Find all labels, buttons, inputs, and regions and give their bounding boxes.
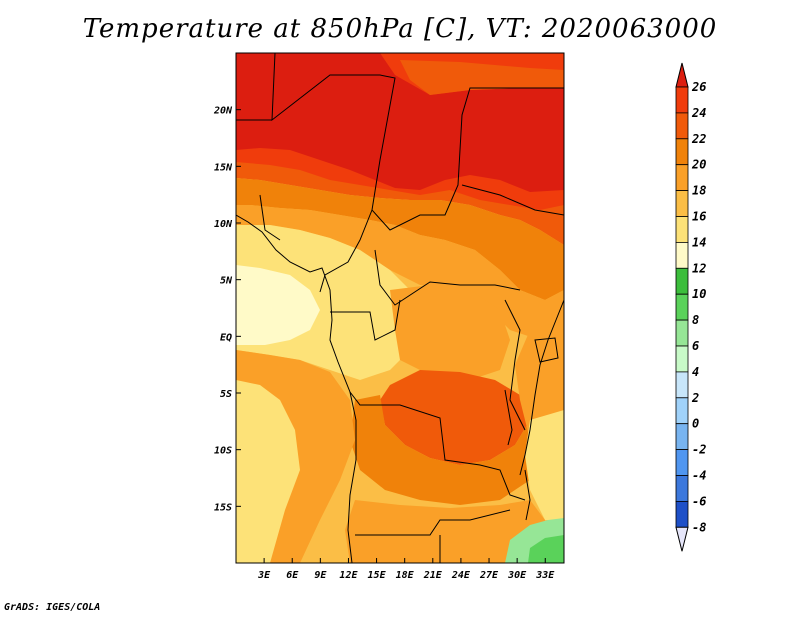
colorbar-segment: [675, 267, 689, 295]
colorbar-label: 20: [691, 158, 706, 172]
lake-victoria: [534, 337, 559, 363]
zone-18-congo: [390, 285, 510, 380]
lat-tick-label: 15S: [214, 502, 232, 513]
colorbar-label: -2: [692, 443, 706, 457]
lake-malawi: [524, 469, 531, 521]
border-11: [259, 194, 281, 241]
lat-tick-label: EQ: [220, 332, 232, 343]
colorbar-label: 6: [692, 339, 699, 353]
lat-tick-label: 10N: [214, 219, 233, 230]
colorbar-label: -4: [692, 469, 706, 483]
colorbar-label: 18: [692, 184, 706, 198]
colorbar-segment: [675, 449, 689, 476]
zone-14-coast: [236, 265, 320, 345]
colorbar-label: 16: [692, 210, 706, 224]
lon-tick-label: 15E: [368, 570, 387, 581]
zone-26-north: [236, 53, 564, 192]
colorbar-segment: [675, 138, 689, 166]
zone-18-band: [236, 205, 564, 340]
colorbar-label: 2: [691, 391, 699, 405]
colorbar-label: 22: [691, 132, 706, 146]
lake-tanganyika: [504, 389, 513, 446]
lon-tick-label: 33E: [535, 570, 555, 581]
border-6: [349, 391, 526, 501]
colorbar-segment: [675, 371, 689, 399]
zone-20-south: [350, 395, 540, 505]
zone-18-south: [345, 500, 545, 563]
colorbar-top-arrow: [675, 62, 689, 88]
lon-tick-label: 27E: [479, 570, 499, 581]
colorbar-segment: [675, 216, 689, 243]
colorbar-segment: [675, 319, 689, 347]
map-frame: [235, 52, 565, 564]
zone-20-sahel: [236, 178, 564, 300]
coastline-east: [519, 299, 564, 476]
colorbar-segment: [675, 397, 689, 425]
lon-axis: 3E 6E 9E 12E 15E 18E 21E 24E 27E 30E 33E: [257, 558, 555, 581]
lon-tick-label: 9E: [314, 570, 327, 581]
colorbar-label: 8: [692, 313, 699, 327]
colorbar-label: 4: [692, 365, 699, 379]
border-7: [355, 509, 511, 536]
colorbar-segment: [675, 190, 689, 217]
lon-tick-label: 6E: [286, 570, 299, 581]
credit-label: GrADS: IGES/COLA: [4, 602, 101, 613]
colorbar-segment: [675, 345, 689, 373]
lon-tick-label: 24E: [451, 570, 471, 581]
boundaries: [236, 53, 564, 563]
zone-10-se: [528, 535, 564, 563]
zone-16-east: [525, 410, 564, 520]
colorbar-segment: [675, 475, 689, 502]
colorbar-segment: [675, 500, 689, 528]
lat-tick-label: 5S: [220, 389, 232, 400]
colorbar-label: 26: [691, 80, 706, 94]
lon-tick-label: 12E: [339, 570, 358, 581]
zone-22-ne-tongue: [400, 60, 564, 95]
lat-axis: 20N 15N 10N 5N EQ 5S 10S 15S: [213, 106, 241, 513]
colorbar-segment: [675, 164, 689, 191]
colorbar-segment: [675, 86, 689, 114]
colorbar-bottom-arrow: [675, 526, 689, 552]
border-4: [374, 249, 521, 306]
colorbar-segment: [675, 423, 689, 451]
colorbar-label: 24: [691, 106, 706, 120]
lat-tick-label: 20N: [213, 106, 233, 117]
colorbar-segment: [675, 112, 689, 140]
border-10: [461, 184, 564, 216]
colorbar-label: 10: [692, 287, 706, 301]
zone-16-west: [236, 380, 300, 563]
lat-tick-label: 10S: [214, 446, 232, 457]
colorbar-segment: [675, 293, 689, 321]
coastline-west: [236, 214, 357, 563]
border-9: [504, 299, 526, 431]
lon-tick-label: 3E: [257, 570, 271, 581]
border-1: [271, 53, 564, 231]
temperature-field: [236, 53, 564, 563]
colorbar-label: 0: [692, 417, 699, 431]
lon-tick-label: 21E: [423, 570, 443, 581]
colorbar-label: 12: [692, 261, 706, 275]
colorbar-label: -8: [692, 520, 706, 534]
zone-22-south: [380, 370, 530, 465]
lat-tick-label: 5N: [220, 276, 233, 287]
border-3: [319, 209, 373, 293]
colorbar-label: -6: [692, 494, 706, 508]
lat-tick-label: 15N: [214, 162, 233, 173]
colorbar-segment: [675, 241, 689, 269]
colorbar-label: 14: [692, 235, 706, 249]
lon-tick-label: 18E: [396, 570, 415, 581]
map-title: Temperature at 850hPa [C], VT: 202006300…: [82, 14, 718, 44]
lon-tick-label: 30E: [507, 570, 527, 581]
border-5: [330, 299, 401, 341]
